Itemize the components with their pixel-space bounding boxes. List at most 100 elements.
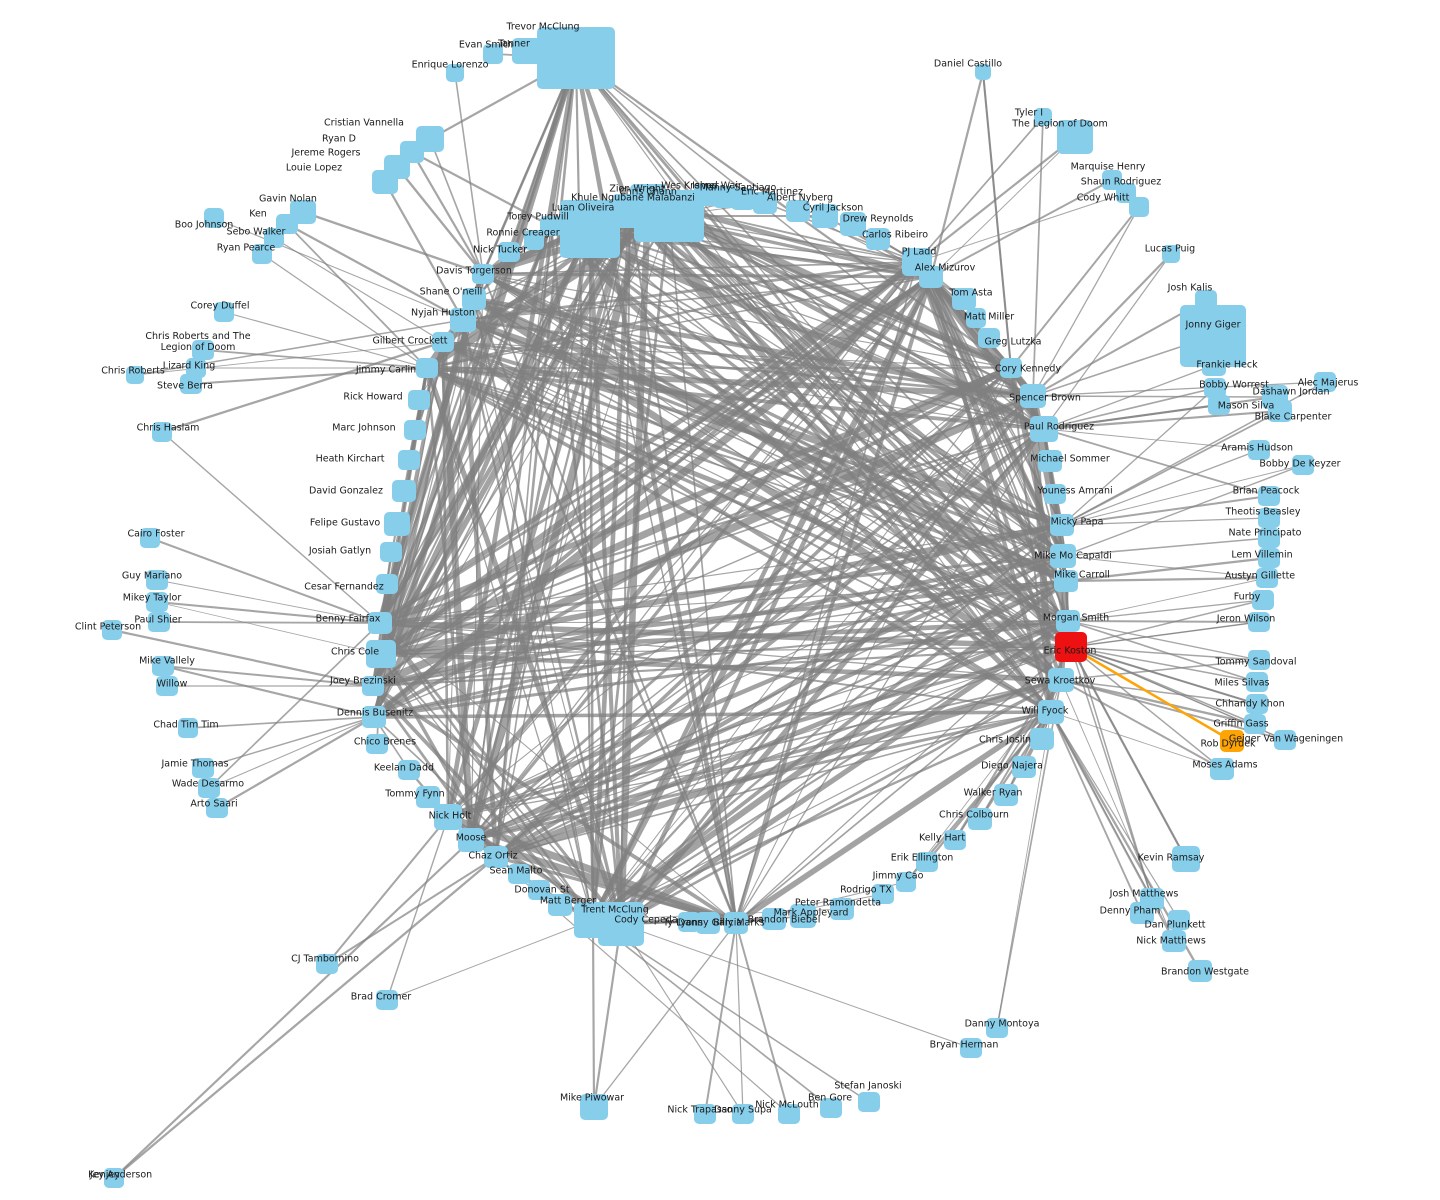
graph-node-austyn-gillette[interactable]	[1256, 568, 1278, 588]
graph-node-paul-shier[interactable]	[148, 612, 170, 632]
graph-node-nick-trapasso[interactable]	[694, 1104, 716, 1124]
graph-node-josiah-gatlyn[interactable]	[380, 542, 402, 562]
graph-node-paul-rodriguez[interactable]	[1030, 416, 1058, 442]
graph-node-ronnie-creager[interactable]	[524, 230, 544, 250]
graph-node-the-legion-of-doom[interactable]	[1057, 120, 1093, 154]
graph-node-kelly-hart[interactable]	[944, 830, 966, 850]
graph-node-theotis-beasley[interactable]	[1258, 508, 1280, 528]
graph-node-jimmy-cao[interactable]	[896, 872, 916, 892]
graph-node-keelan-dadd[interactable]	[398, 760, 420, 780]
graph-node-tommy-sandoval[interactable]	[1248, 650, 1270, 670]
graph-node-louie-lopez[interactable]	[372, 170, 398, 194]
graph-node-manny-santiago[interactable]	[731, 188, 755, 210]
graph-node-sebo-walker[interactable]	[264, 228, 284, 248]
graph-node-brandon-westgate[interactable]	[1188, 960, 1212, 982]
graph-node-alex-mizurov[interactable]	[919, 266, 943, 288]
graph-node-chris-colbourn[interactable]	[968, 808, 992, 830]
graph-node-geiger-van-wageningen[interactable]	[1274, 730, 1296, 750]
graph-node-jey-anderson[interactable]	[104, 1168, 124, 1188]
graph-node-denny-pham[interactable]	[1130, 902, 1154, 924]
graph-node-mike-mo-capaldi[interactable]	[1050, 544, 1076, 568]
graph-node-david-gonzalez[interactable]	[392, 480, 416, 502]
graph-node-lizard-king[interactable]	[186, 358, 206, 378]
graph-node-mikey-taylor[interactable]	[146, 592, 168, 612]
graph-node-miles-silvas[interactable]	[1246, 672, 1268, 692]
graph-node-dan-plunkett[interactable]	[1168, 910, 1190, 930]
graph-node-ryan-pearce[interactable]	[252, 244, 272, 264]
graph-node-michael-sommer[interactable]	[1038, 450, 1062, 472]
graph-node-spencer-brown[interactable]	[1020, 384, 1046, 408]
graph-node-drew-reynolds[interactable]	[840, 212, 866, 236]
graph-node-chhandy-khon[interactable]	[1246, 694, 1268, 714]
graph-node-cairo-foster[interactable]	[140, 528, 160, 548]
graph-node-furby[interactable]	[1252, 590, 1274, 610]
graph-node-blake-carpenter[interactable]	[1268, 400, 1292, 422]
graph-node-youness-amrani[interactable]	[1044, 484, 1066, 504]
graph-node-steve-berra[interactable]	[180, 374, 202, 394]
graph-node-cody-cepeda[interactable]	[598, 902, 644, 946]
graph-node-sean-malto[interactable]	[508, 864, 530, 884]
graph-node-diego-najera[interactable]	[1012, 756, 1036, 778]
graph-node-micky-papa[interactable]	[1050, 514, 1074, 536]
graph-node-eric-koston[interactable]	[1055, 632, 1087, 662]
graph-node-jamie-thomas[interactable]	[192, 758, 214, 778]
graph-node-will-fyock[interactable]	[1038, 700, 1064, 724]
graph-node-eric-martinez[interactable]	[753, 192, 777, 214]
graph-node-mason-silva[interactable]	[1208, 395, 1230, 415]
graph-node-joey-brezinski[interactable]	[362, 676, 384, 696]
graph-node-chris-cole[interactable]	[366, 640, 396, 668]
graph-node-rick-howard[interactable]	[408, 390, 430, 410]
graph-node-evan-smith[interactable]	[483, 44, 503, 64]
graph-node-walker-ryan[interactable]	[994, 784, 1018, 806]
graph-node-frankie-heck[interactable]	[1202, 354, 1226, 376]
graph-node-chris-roberts-and-the-legion-of-doom[interactable]	[192, 340, 214, 360]
graph-node-matt-berger[interactable]	[548, 894, 572, 916]
graph-node-billy-marks[interactable]	[724, 912, 748, 934]
graph-node-nick-matthews[interactable]	[1162, 930, 1186, 952]
graph-node-nate-principato[interactable]	[1258, 528, 1280, 548]
graph-node-griffin-gass[interactable]	[1244, 714, 1266, 734]
graph-node-guy-mariano[interactable]	[146, 570, 168, 590]
graph-node-tom-asta[interactable]	[952, 288, 976, 310]
graph-node-ty-lyons[interactable]	[678, 912, 700, 932]
graph-node-chris-joslin[interactable]	[1030, 728, 1054, 750]
graph-node-mark-appleyard[interactable]	[790, 904, 816, 928]
graph-node-matt-miller[interactable]	[966, 308, 986, 328]
graph-node-brian-peacock[interactable]	[1258, 486, 1280, 506]
graph-node-carlos-ribeiro[interactable]	[866, 228, 890, 250]
graph-node-erik-ellington[interactable]	[916, 852, 938, 872]
graph-node-aramis-hudson[interactable]	[1248, 440, 1270, 460]
graph-node-nick-mclouth[interactable]	[778, 1104, 800, 1124]
graph-node-rob-dyrdek[interactable]	[1220, 730, 1244, 752]
graph-node-brandon-biebel[interactable]	[762, 908, 786, 930]
graph-node-wes-kremer[interactable]	[694, 184, 718, 206]
graph-node-felipe-gustavo[interactable]	[384, 512, 410, 536]
graph-node-tommy-fynn[interactable]	[416, 786, 440, 808]
graph-node-donovan-st[interactable]	[528, 880, 550, 900]
graph-node-boo-johnson[interactable]	[204, 208, 224, 228]
graph-node-chad-tim-tim[interactable]	[178, 718, 198, 738]
graph-node-brad-cromer[interactable]	[376, 990, 398, 1010]
graph-node-mike-vallely[interactable]	[152, 656, 174, 676]
graph-node-moose[interactable]	[458, 828, 484, 852]
graph-node-bobby-worrest[interactable]	[1204, 378, 1226, 398]
graph-node-davis-torgerson[interactable]	[472, 264, 494, 284]
graph-node-tanner[interactable]	[512, 38, 542, 64]
graph-node-bobby-de-keyzer[interactable]	[1292, 455, 1314, 475]
graph-node-lem-villemin[interactable]	[1258, 548, 1280, 568]
graph-node-cory-kennedy[interactable]	[1000, 358, 1022, 378]
graph-node-chico-brenes[interactable]	[366, 734, 388, 754]
graph-node-nyjah-huston[interactable]	[450, 308, 476, 332]
graph-node-benny-fairfax[interactable]	[368, 612, 392, 634]
graph-node-sewa-kroetkov[interactable]	[1048, 668, 1074, 692]
graph-node-marc-johnson[interactable]	[404, 420, 426, 440]
graph-node-chris-roberts[interactable]	[126, 366, 144, 384]
graph-node-cj-tambornino[interactable]	[316, 954, 338, 974]
graph-node-shane-o-neill[interactable]	[462, 288, 486, 310]
graph-node-peter-ramondetta[interactable]	[830, 898, 854, 920]
graph-node-mike-piwowar[interactable]	[580, 1094, 608, 1120]
graph-node-kevin-ramsay[interactable]	[1172, 846, 1200, 872]
graph-node-enrique-lorenzo[interactable]	[446, 64, 464, 82]
graph-node-cyril-jackson[interactable]	[812, 204, 838, 228]
